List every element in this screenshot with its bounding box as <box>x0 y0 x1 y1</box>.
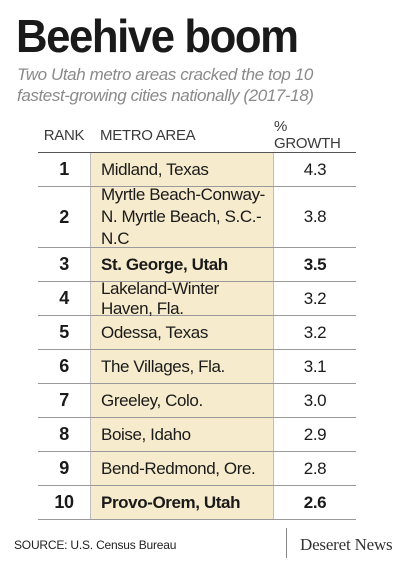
table-row-highlighted: 10 Provo-Orem, Utah 2.6 <box>38 486 356 520</box>
growth-cell: 3.0 <box>303 390 327 410</box>
growth-cell: 3.2 <box>303 288 327 308</box>
rank-cell: 4 <box>59 288 69 308</box>
brand-logo: Deseret News <box>300 535 393 554</box>
rank-cell: 8 <box>59 424 69 444</box>
rank-cell: 2 <box>59 207 69 227</box>
metro-area-cell: Lakeland-Winter Haven, Fla. <box>90 279 274 318</box>
growth-column-header: % GROWTH <box>274 118 341 152</box>
table-body: 1 Midland, Texas 4.3 2 Myrtle Beach-Conw… <box>38 152 356 520</box>
metro-area-cell: Midland, Texas <box>90 153 274 186</box>
subtitle: Two Utah metro areas cracked the top 10 … <box>17 64 397 106</box>
table-row: 1 Midland, Texas 4.3 <box>38 153 356 187</box>
metro-area-cell: St. George, Utah <box>90 248 274 281</box>
growth-cell: 3.2 <box>303 322 327 342</box>
table-row: 7 Greeley, Colo. 3.0 <box>38 384 356 418</box>
growth-cell: 2.6 <box>303 492 327 512</box>
table-row: 2 Myrtle Beach-Conway- N. Myrtle Beach, … <box>38 185 356 248</box>
rank-column-header: RANK <box>43 126 85 144</box>
metro-area-cell: Bend-Redmond, Ore. <box>90 452 274 485</box>
growth-cell: 3.1 <box>303 356 327 376</box>
table-row: 9 Bend-Redmond, Ore. 2.8 <box>38 452 356 486</box>
rank-cell: 1 <box>59 159 69 179</box>
growth-cell: 4.3 <box>303 159 327 179</box>
source-note: SOURCE: U.S. Census Bureau <box>14 538 177 552</box>
footer-divider <box>286 528 287 558</box>
subtitle-line-1: Two Utah metro areas cracked the top 10 <box>17 65 313 84</box>
metro-area-cell: Provo-Orem, Utah <box>90 486 274 519</box>
metro-area-cell: Myrtle Beach-Conway- N. Myrtle Beach, S.… <box>90 185 274 248</box>
metro-area-cell: Boise, Idaho <box>90 418 274 451</box>
page-title: Beehive boom <box>16 10 299 62</box>
growth-cell: 3.5 <box>303 254 327 274</box>
rank-cell: 7 <box>59 390 69 410</box>
growth-cell: 2.9 <box>303 424 327 444</box>
growth-cell: 3.8 <box>303 207 327 226</box>
rank-cell: 10 <box>54 492 74 512</box>
metro-area-cell: Odessa, Texas <box>90 316 274 349</box>
metro-area-cell: The Villages, Fla. <box>90 350 274 383</box>
rank-cell: 3 <box>59 254 69 274</box>
table-header: RANK METRO AREA % GROWTH <box>38 118 356 152</box>
table-row: 6 The Villages, Fla. 3.1 <box>38 350 356 384</box>
rank-cell: 6 <box>59 356 69 376</box>
growth-cell: 2.8 <box>303 458 327 478</box>
metro-area-cell: Greeley, Colo. <box>90 384 274 417</box>
growth-table: RANK METRO AREA % GROWTH 1 Midland, Texa… <box>38 118 356 520</box>
table-row: 8 Boise, Idaho 2.9 <box>38 418 356 452</box>
table-row-highlighted: 3 St. George, Utah 3.5 <box>38 248 356 282</box>
table-row: 5 Odessa, Texas 3.2 <box>38 316 356 350</box>
rank-cell: 5 <box>59 322 69 342</box>
rank-cell: 9 <box>59 458 69 478</box>
table-row: 4 Lakeland-Winter Haven, Fla. 3.2 <box>38 279 356 318</box>
metro-area-column-header: METRO AREA <box>100 126 196 144</box>
subtitle-line-2: fastest-growing cities nationally (2017-… <box>17 86 314 105</box>
